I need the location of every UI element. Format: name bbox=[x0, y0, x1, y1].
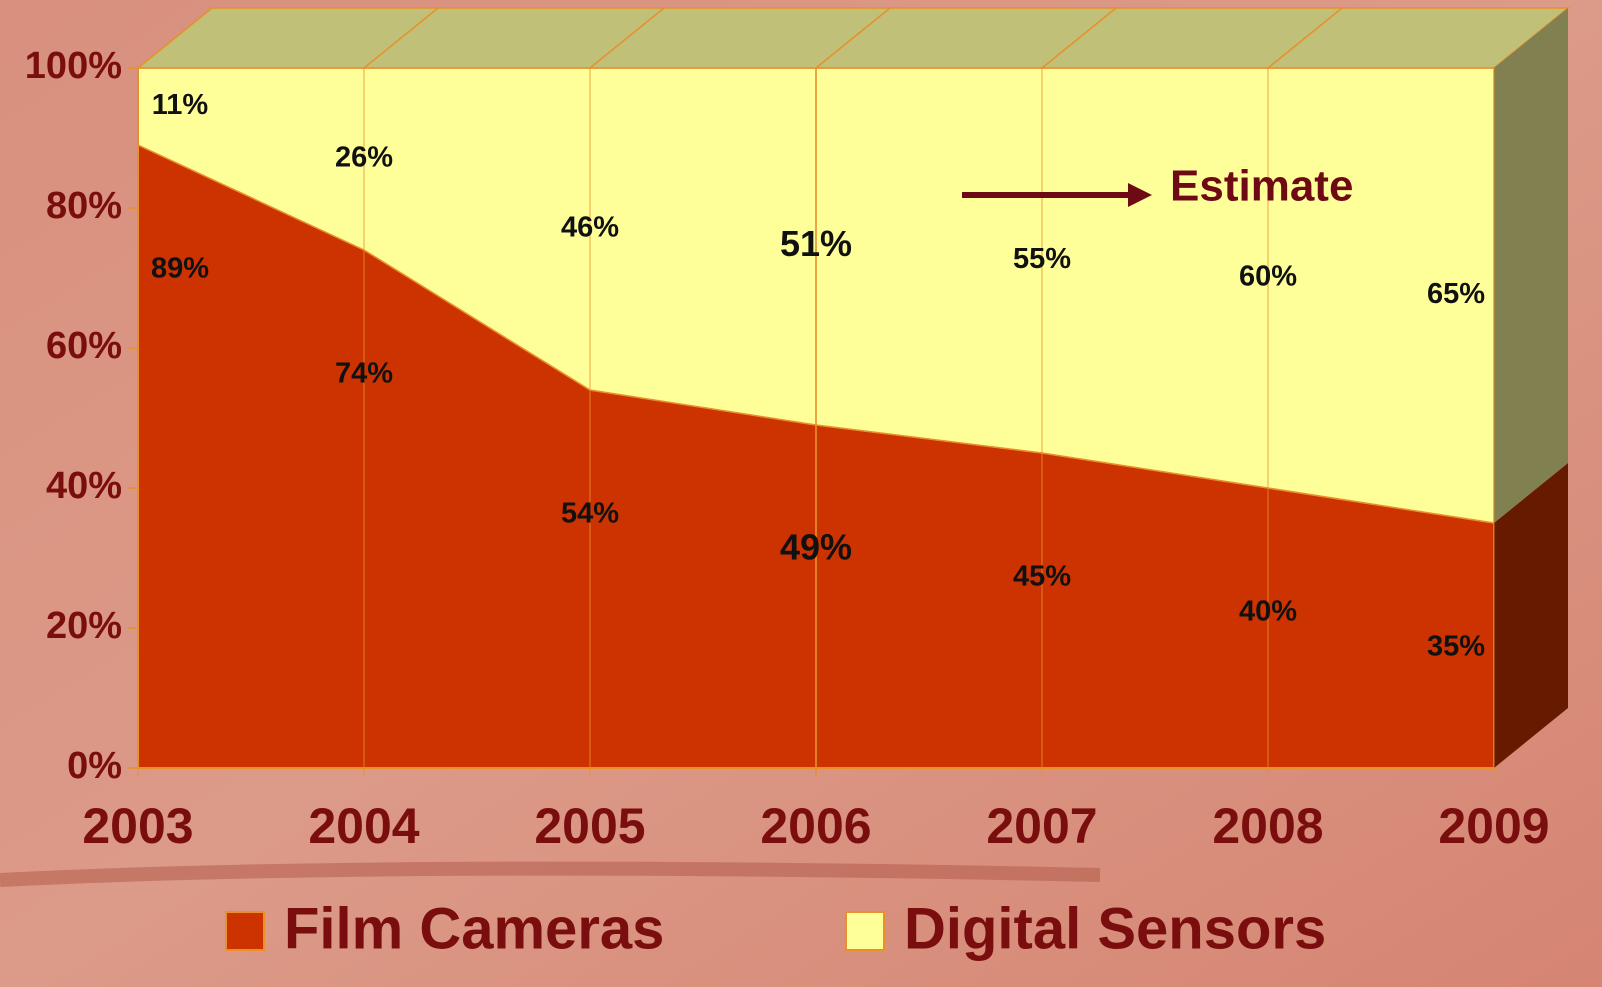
y-tick-label: 80% bbox=[46, 185, 122, 227]
data-label: 74% bbox=[335, 358, 393, 390]
top-divider bbox=[363, 7, 439, 69]
top-divider bbox=[589, 7, 665, 69]
data-label: 46% bbox=[561, 212, 619, 244]
data-label: 51% bbox=[780, 223, 852, 264]
top-divider bbox=[1267, 7, 1343, 69]
x-tick-label: 2008 bbox=[1212, 798, 1323, 854]
side-face bbox=[1494, 463, 1568, 768]
annotation: Estimate bbox=[962, 162, 1353, 211]
x-tick-label: 2009 bbox=[1438, 798, 1549, 854]
y-tick-label: 60% bbox=[46, 325, 122, 367]
data-label: 49% bbox=[780, 527, 852, 568]
data-label: 45% bbox=[1013, 561, 1071, 593]
side-face bbox=[1494, 8, 1568, 523]
data-label: 11% bbox=[152, 89, 209, 121]
y-tick-label: 20% bbox=[46, 605, 122, 647]
data-label: 55% bbox=[1013, 243, 1071, 275]
data-label: 54% bbox=[561, 498, 619, 530]
decor bbox=[0, 861, 1101, 887]
legend-swatch bbox=[225, 911, 265, 951]
legend-label: Digital Sensors bbox=[904, 896, 1326, 961]
x-tick-label: 2004 bbox=[308, 798, 419, 854]
x-tick-label: 2003 bbox=[82, 798, 193, 854]
legend-label: Film Cameras bbox=[284, 896, 664, 961]
top-divider bbox=[1041, 7, 1117, 69]
annotation-text: Estimate bbox=[1170, 162, 1353, 211]
x-tick-label: 2007 bbox=[986, 798, 1097, 854]
arrow-head bbox=[1128, 183, 1152, 207]
x-tick-label: 2005 bbox=[534, 798, 645, 854]
data-label: 65% bbox=[1427, 278, 1485, 310]
x-tick-label: 2006 bbox=[760, 798, 871, 854]
data-label: 35% bbox=[1427, 631, 1485, 663]
legend-swatch bbox=[845, 911, 885, 951]
top-divider bbox=[815, 7, 891, 69]
data-label: 40% bbox=[1239, 596, 1297, 628]
data-label: 60% bbox=[1239, 261, 1297, 293]
y-tick-label: 100% bbox=[25, 45, 122, 87]
y-tick-label: 0% bbox=[67, 745, 122, 787]
y-tick-label: 40% bbox=[46, 465, 122, 507]
data-label: 26% bbox=[335, 142, 393, 174]
data-label: 89% bbox=[151, 253, 209, 285]
plot: 89% 74% 54% 49% 45% 40% 35% 11% 26% 46% 51% 55% 60% 6… bbox=[135, 7, 1571, 776]
